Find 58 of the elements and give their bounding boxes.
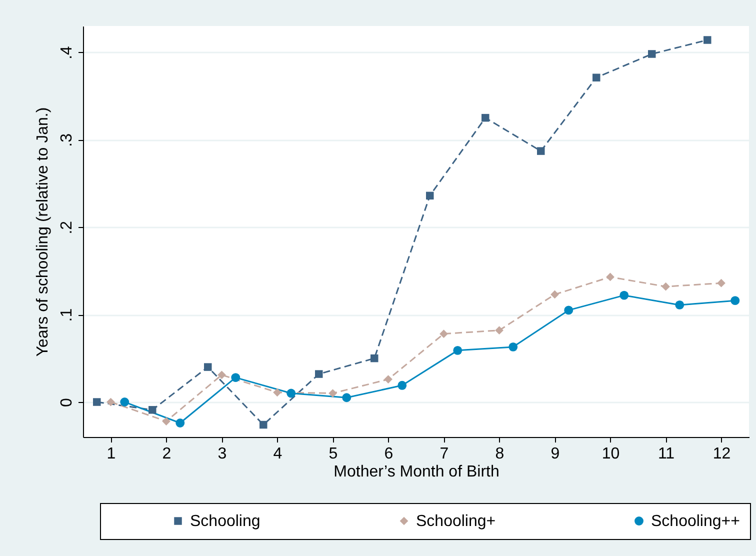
point [426, 192, 434, 200]
x-tick-label: 9 [550, 446, 560, 462]
point [675, 300, 684, 310]
point [286, 388, 296, 398]
x-tick-label: 10 [602, 446, 620, 462]
point [398, 380, 407, 390]
point [120, 398, 130, 406]
x-tick-label: 6 [384, 446, 394, 462]
point [148, 406, 156, 414]
y-tick-label: .1 [58, 308, 76, 322]
point [495, 326, 504, 334]
point [537, 147, 545, 155]
point [273, 388, 282, 397]
point [162, 417, 170, 426]
point [648, 50, 656, 58]
x-axis-title: Mother’s Month of Birth [334, 464, 500, 480]
point [315, 370, 323, 378]
x-tick-label: 5 [328, 446, 338, 462]
legend-label: Schooling++ [651, 513, 740, 530]
point [384, 375, 392, 384]
x-tick-label: 12 [712, 446, 731, 462]
x-tick-label: 11 [658, 446, 675, 462]
x-tick-label: 4 [273, 446, 282, 462]
y-tick-label: .3 [58, 133, 76, 147]
point [453, 346, 462, 355]
y-tick-label: 0 [58, 398, 76, 407]
point [370, 354, 378, 362]
point [704, 36, 712, 44]
point [204, 363, 212, 371]
y-axis-title: Years of schooling (relative to Jan.) [34, 107, 52, 357]
x-tick-label: 8 [495, 446, 504, 462]
x-tick-label: 1 [106, 446, 116, 462]
point [231, 373, 240, 382]
point [550, 290, 559, 299]
point [730, 296, 740, 306]
point [606, 272, 614, 282]
point [328, 389, 337, 398]
point [440, 330, 448, 338]
legend-label: Schooling [190, 513, 260, 530]
x-tick-label: 7 [440, 446, 449, 462]
x-tick-label: 3 [218, 446, 227, 462]
y-tick-label: .4 [58, 46, 76, 60]
point [620, 290, 629, 300]
point [592, 74, 600, 82]
point [662, 282, 670, 291]
point [564, 306, 574, 315]
point [342, 393, 352, 402]
point [482, 114, 490, 122]
x-tick-label: 2 [162, 446, 172, 462]
point [176, 418, 185, 428]
point [260, 420, 268, 429]
legend-label: Schooling+ [416, 513, 496, 530]
point [717, 278, 726, 288]
point [93, 398, 101, 406]
point [218, 370, 226, 380]
y-tick-label: .2 [58, 220, 76, 234]
point [106, 398, 115, 406]
point [508, 342, 518, 352]
